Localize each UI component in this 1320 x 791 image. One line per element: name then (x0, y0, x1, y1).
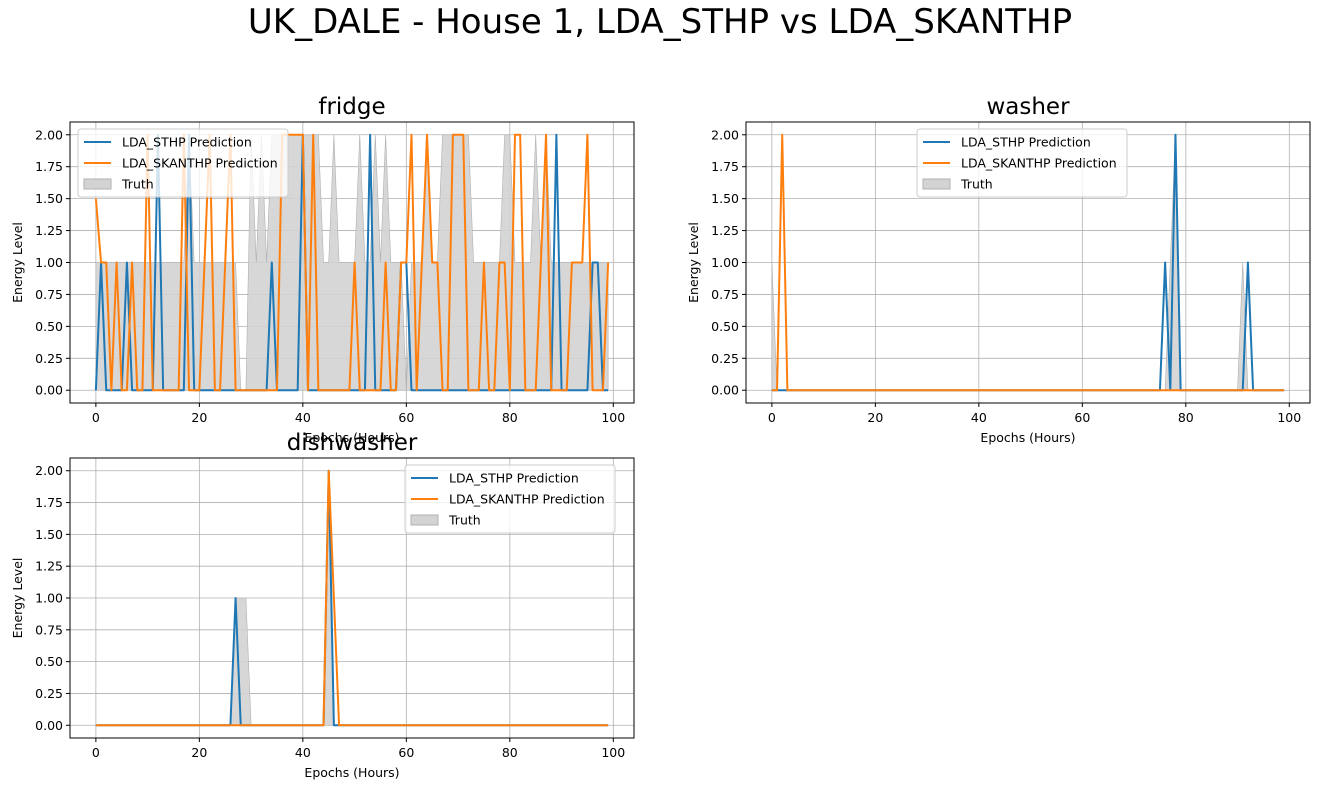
legend-swatch-truth (83, 178, 112, 190)
y-tick-label: 0.25 (35, 351, 63, 366)
y-tick-label: 0.75 (35, 622, 63, 637)
x-tick-label: 0 (92, 410, 100, 425)
x-tick-label: 80 (502, 745, 518, 760)
y-tick-label: 0.25 (711, 351, 739, 366)
x-tick-label: 80 (1178, 410, 1194, 425)
subplot-dishwasher: 0 20 40 60 80 100 0.00 0.25 0.50 0.75 1.00 1.25 1.50… (10, 430, 635, 780)
subplot-title: dishwasher (287, 430, 418, 456)
subplot-washer: 0 20 40 60 80 100 0.00 0.25 0.50 0.75 1.00 1.25 1.50… (686, 94, 1311, 445)
legend-box (404, 464, 616, 534)
y-tick-label: 1.50 (35, 527, 63, 542)
legend-label: LDA_STHP Prediction (122, 135, 252, 150)
x-tick-label: 100 (601, 410, 625, 425)
x-axis-label: Epochs (Hours) (304, 430, 399, 445)
x-tick-label: 40 (295, 410, 311, 425)
x-tick-label: 0 (92, 745, 100, 760)
y-tick-label: 0.00 (35, 718, 63, 733)
series-line (95, 469, 609, 727)
y-tick-label: 0.25 (35, 686, 63, 701)
legend-label: LDA_STHP Prediction (961, 135, 1091, 150)
plot-area (771, 133, 1285, 392)
y-axis-label: Energy Level (10, 558, 25, 639)
y-tick-label: 2.00 (35, 463, 63, 478)
x-tick-label: 100 (1277, 410, 1301, 425)
legend-label: Truth (448, 513, 481, 528)
legend: LDA_STHP Prediction LDA_SKANTHP Predictio… (916, 128, 1128, 198)
legend: LDA_STHP Prediction LDA_SKANTHP Predictio… (404, 464, 616, 534)
x-tick-label: 20 (191, 745, 207, 760)
y-tick-label: 1.50 (35, 191, 63, 206)
series-line (771, 133, 1285, 392)
x-tick-label: 40 (295, 745, 311, 760)
subplot-fridge: 0 20 40 60 80 100 0.00 0.25 0.50 0.75 1.00 1.25 1.50… (10, 94, 635, 445)
y-tick-label: 1.00 (35, 255, 63, 270)
legend-swatch-truth (922, 178, 951, 190)
plot-area (94, 133, 610, 392)
y-tick-label: 2.00 (711, 127, 739, 142)
y-tick-label: 0.50 (35, 319, 63, 334)
y-tick-label: 1.00 (35, 591, 63, 606)
y-axis-label: Energy Level (686, 222, 701, 303)
legend-box (916, 128, 1128, 198)
legend: LDA_STHP Prediction LDA_SKANTHP Predictio… (77, 128, 289, 198)
legend-swatch-truth (410, 514, 439, 526)
plot-area (95, 469, 609, 727)
subplot-title: fridge (318, 94, 385, 120)
x-tick-label: 20 (191, 410, 207, 425)
y-tick-label: 0.50 (35, 654, 63, 669)
figure-title: UK_DALE - House 1, LDA_STHP vs LDA_SKANT… (247, 2, 1073, 42)
legend-label: LDA_SKANTHP Prediction (122, 156, 278, 171)
y-tick-label: 0.75 (711, 287, 739, 302)
y-tick-label: 1.75 (35, 495, 63, 510)
legend-label: LDA_SKANTHP Prediction (961, 156, 1117, 171)
x-tick-label: 80 (502, 410, 518, 425)
legend-label: LDA_SKANTHP Prediction (449, 492, 605, 507)
series-line (94, 133, 610, 392)
legend-label: Truth (960, 177, 993, 192)
y-tick-label: 1.00 (711, 255, 739, 270)
y-tick-label: 1.75 (711, 159, 739, 174)
y-tick-label: 0.00 (35, 383, 63, 398)
x-tick-label: 100 (601, 745, 625, 760)
subplot-title: washer (986, 94, 1070, 120)
y-tick-label: 0.75 (35, 287, 63, 302)
legend-label: Truth (121, 177, 154, 192)
x-axis-label: Epochs (Hours) (304, 765, 399, 780)
y-tick-label: 2.00 (35, 127, 63, 142)
legend-label: LDA_STHP Prediction (449, 471, 579, 486)
y-tick-label: 1.25 (711, 223, 739, 238)
x-tick-label: 0 (768, 410, 776, 425)
y-tick-label: 1.75 (35, 159, 63, 174)
legend-box (77, 128, 289, 198)
y-tick-label: 1.25 (35, 223, 63, 238)
x-axis-label: Epochs (Hours) (980, 430, 1075, 445)
y-axis-label: Energy Level (10, 222, 25, 303)
x-tick-label: 60 (1074, 410, 1090, 425)
y-tick-label: 0.00 (711, 383, 739, 398)
x-tick-label: 20 (867, 410, 883, 425)
x-tick-label: 40 (971, 410, 987, 425)
series-line (94, 133, 609, 392)
y-tick-label: 0.50 (711, 319, 739, 334)
y-tick-label: 1.50 (711, 191, 739, 206)
x-tick-label: 60 (398, 410, 414, 425)
x-tick-label: 60 (398, 745, 414, 760)
y-tick-label: 1.25 (35, 559, 63, 574)
